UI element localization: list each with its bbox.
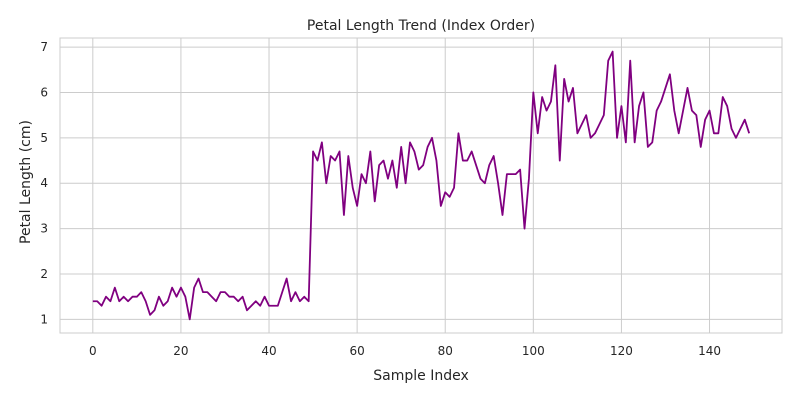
- x-tick-label: 120: [610, 344, 633, 358]
- x-tick-label: 40: [261, 344, 276, 358]
- x-tick-labels: 0 20 40 60 80 100 120 140: [89, 344, 721, 358]
- y-tick-label: 5: [40, 131, 48, 145]
- y-tick-labels: 1 2 3 4 5 6 7: [40, 40, 48, 326]
- series-layer: [92, 50, 751, 321]
- x-tick-label: 0: [89, 344, 97, 358]
- y-tick-label: 6: [40, 85, 48, 99]
- chart-title: Petal Length Trend (Index Order): [307, 18, 535, 34]
- y-tick-label: 4: [40, 176, 48, 190]
- x-axis-label: Sample Index: [373, 368, 468, 384]
- x-tick-label: 80: [438, 344, 453, 358]
- x-tick-label: 60: [349, 344, 364, 358]
- y-tick-label: 3: [40, 222, 48, 236]
- x-tick-label: 140: [698, 344, 721, 358]
- x-tick-label: 20: [173, 344, 188, 358]
- grid: [60, 38, 782, 333]
- plot-frame: [59, 37, 783, 334]
- y-tick-label: 7: [40, 40, 48, 54]
- y-tick-label: 1: [40, 312, 48, 326]
- x-tick-label: 100: [522, 344, 545, 358]
- petal-length-line: [92, 50, 751, 321]
- y-tick-label: 2: [40, 267, 48, 281]
- y-axis-label: Petal Length (cm): [18, 120, 34, 244]
